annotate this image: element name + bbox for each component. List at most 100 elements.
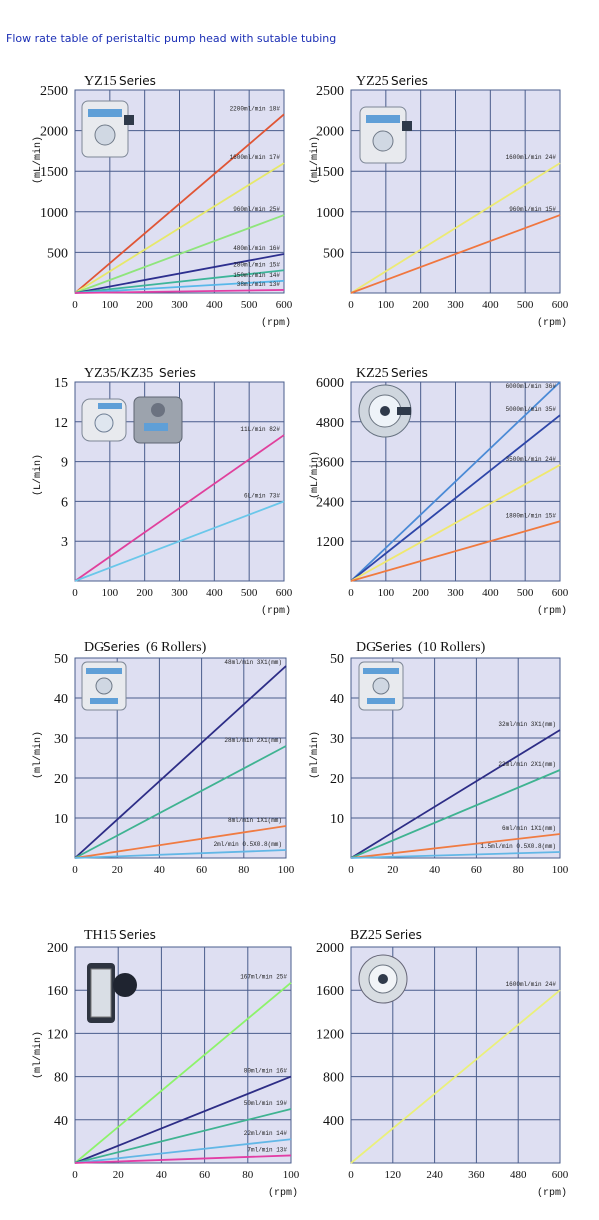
y-tick-label: 2000 <box>316 125 344 140</box>
chart-title-suffix: Series <box>391 366 428 380</box>
series-line <box>350 162 561 294</box>
chart-title-main: TH15 <box>84 928 117 943</box>
x-tick-label: 600 <box>552 1169 569 1181</box>
y-tick-label: 12 <box>54 416 68 431</box>
series-line <box>74 1154 292 1164</box>
series-line <box>350 729 561 859</box>
x-tick-label: 40 <box>429 864 441 876</box>
series-line <box>350 833 561 859</box>
y-axis-label: (L/min) <box>32 454 44 496</box>
x-tick-label: 60 <box>199 1169 211 1181</box>
series-line <box>350 520 561 582</box>
series-label: 6ml/min 1X1(mm) <box>502 825 556 832</box>
x-tick-label: 100 <box>102 299 119 311</box>
chart-yz25: 0 100 200 300 400 500 600 500 1000 1500 2000 2500 YZ… <box>309 74 569 329</box>
x-tick-label: 200 <box>136 299 153 311</box>
chart-title-suffix: Series <box>103 640 140 654</box>
y-tick-label: 2400 <box>316 495 344 510</box>
x-tick-label: 400 <box>206 299 223 311</box>
series-line <box>74 279 285 294</box>
series-line <box>74 981 292 1164</box>
y-tick-label: 15 <box>54 376 68 391</box>
series-label: 2ml/min 0.5X0.8(mm) <box>214 841 282 848</box>
series-label: 2200ml/min 18# <box>230 105 281 112</box>
x-tick-label: 60 <box>471 864 483 876</box>
y-axis-label: (mL/min) <box>309 451 321 499</box>
y-tick-label: 200 <box>47 941 68 956</box>
x-tick-label: 0 <box>72 299 78 311</box>
y-axis-label: (ml/min) <box>32 731 44 779</box>
y-tick-label: 20 <box>330 772 344 787</box>
chart-yz35: 0 100 200 300 400 500 600 3 6 9 12 15 YZ35/KZ35 Serie… <box>32 366 293 617</box>
y-tick-label: 800 <box>323 1071 344 1086</box>
x-tick-label: 240 <box>426 1169 443 1181</box>
y-tick-label: 2000 <box>316 941 344 956</box>
y-tick-label: 30 <box>330 732 344 747</box>
y-tick-label: 3600 <box>316 456 344 471</box>
series-line <box>74 434 285 582</box>
chart-yz15: 0 100 200 300 400 500 600 500 1000 1500 2000 2500 YZ… <box>32 74 293 329</box>
chart-title-suffix: Series <box>119 928 156 942</box>
y-tick-label: 10 <box>54 812 68 827</box>
chart-title-main: YZ35/KZ35 <box>84 366 153 381</box>
chart-title-extra: (6 Rollers) <box>146 640 207 655</box>
series-label: 150ml/min 14# <box>233 272 280 279</box>
series-label: 1800ml/min 15# <box>506 512 557 519</box>
x-tick-label: 80 <box>238 864 250 876</box>
x-tick-label: 80 <box>513 864 525 876</box>
series-label: 6L/min 73# <box>244 492 280 499</box>
series-line <box>74 1138 292 1164</box>
chart-title-main: BZ25 <box>350 928 382 943</box>
y-tick-label: 1500 <box>40 165 68 180</box>
y-tick-label: 20 <box>54 772 68 787</box>
y-axis-label: (ml/min) <box>32 1031 44 1079</box>
series-label: 1600ml/min 24# <box>506 981 557 988</box>
x-tick-label: 120 <box>385 1169 402 1181</box>
series-line <box>74 825 287 859</box>
y-tick-label: 6000 <box>316 376 344 391</box>
y-tick-label: 1000 <box>316 206 344 221</box>
y-tick-label: 120 <box>47 1027 68 1042</box>
x-tick-label: 300 <box>447 587 464 599</box>
x-tick-label: 600 <box>276 587 293 599</box>
series-label: 960ml/min 15# <box>509 206 556 213</box>
x-tick-label: 60 <box>196 864 208 876</box>
pump-photo-icon <box>358 661 404 711</box>
y-tick-label: 1200 <box>316 535 344 550</box>
series-label: 5000ml/min 35# <box>506 406 557 413</box>
pump-photo-icon <box>81 661 127 711</box>
series-line <box>74 1075 292 1164</box>
y-tick-label: 2000 <box>40 125 68 140</box>
x-axis-unit: (rpm) <box>261 317 291 329</box>
x-axis-unit: (rpm) <box>537 605 567 617</box>
x-tick-label: 600 <box>276 299 293 311</box>
y-tick-label: 500 <box>47 246 68 261</box>
series-line <box>74 113 285 294</box>
chart-title-suffix: Series <box>119 74 156 88</box>
page-title: Flow rate table of peristaltic pump head… <box>6 32 337 45</box>
x-tick-label: 300 <box>171 587 188 599</box>
x-tick-label: 100 <box>378 299 395 311</box>
x-axis-unit: (rpm) <box>261 605 291 617</box>
series-label: 1600ml/min 24# <box>506 154 557 161</box>
x-tick-label: 480 <box>510 1169 527 1181</box>
x-tick-label: 0 <box>72 587 78 599</box>
y-tick-label: 4800 <box>316 416 344 431</box>
y-tick-label: 40 <box>54 692 68 707</box>
pump-photo-icon <box>359 106 412 164</box>
series-line <box>74 849 287 859</box>
y-tick-label: 40 <box>54 1114 68 1129</box>
x-tick-label: 200 <box>412 587 429 599</box>
x-tick-label: 200 <box>412 299 429 311</box>
series-label: 22ml/min 14# <box>244 1130 288 1137</box>
series-label: 1600ml/min 17# <box>230 154 281 161</box>
x-tick-label: 400 <box>206 587 223 599</box>
y-axis-label: (mL/min) <box>32 136 44 184</box>
pump-photo-icon <box>81 100 134 158</box>
series-label: 11L/min 82# <box>240 426 280 433</box>
series-line <box>74 253 285 294</box>
chart-title-main: YZ15 <box>84 74 117 89</box>
